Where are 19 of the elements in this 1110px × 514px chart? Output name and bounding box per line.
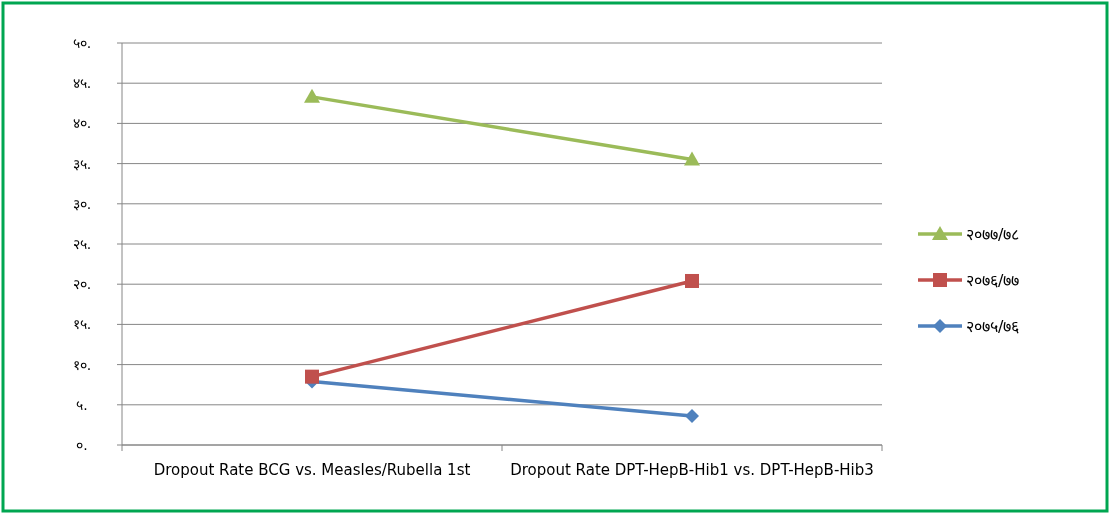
y-tick-label: ५०.: [72, 35, 92, 51]
y-tick-label: ३०.: [72, 195, 92, 212]
y-tick-label: ०.: [76, 437, 88, 453]
point: [305, 369, 319, 384]
y-tick-label: ३५.: [72, 155, 92, 172]
x-tick-label: Dropout Rate BCG vs. Measles/Rubella 1st: [153, 461, 471, 479]
y-tick-label: ४०.: [72, 115, 92, 132]
x-tick-label: Dropout Rate DPT-HepB-Hib1 vs. DPT-HepB-Hib3: [510, 461, 874, 479]
legend-label: २०७६/७७: [966, 271, 1020, 290]
y-tick-label: १५.: [72, 316, 92, 333]
y-tick-label: ५.: [76, 396, 88, 413]
point: [685, 273, 699, 288]
legend-label: २०७७/७८: [966, 225, 1020, 244]
y-tick-label: १०.: [72, 356, 92, 373]
y-tick-label: २०.: [72, 276, 92, 293]
y-tick-label: ४५.: [72, 75, 92, 92]
legend-label: २०७५/७६: [966, 317, 1020, 336]
point: [685, 409, 699, 424]
y-tick-label: २५.: [72, 236, 92, 252]
